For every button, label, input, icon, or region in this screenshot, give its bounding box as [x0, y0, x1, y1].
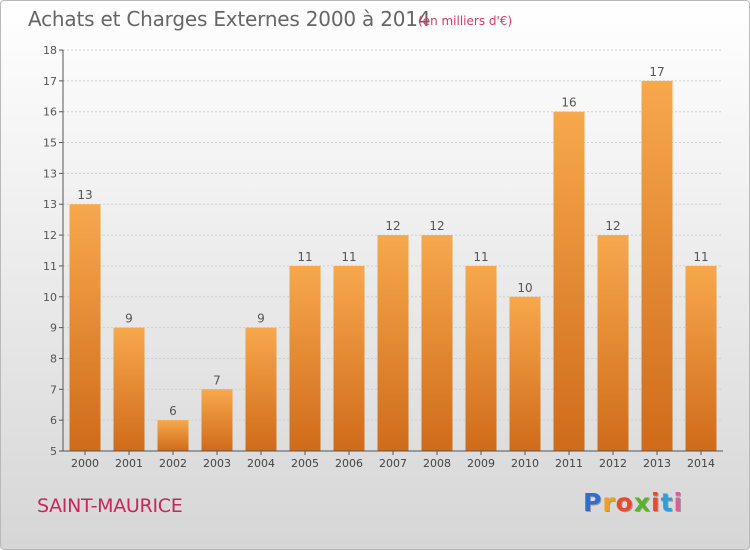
chart-title: Achats et Charges Externes 2000 à 2014 — [28, 7, 431, 31]
logo-letter: r — [602, 488, 616, 517]
value-label: 12 — [429, 219, 444, 233]
value-label: 17 — [649, 65, 664, 79]
value-label: 11 — [473, 250, 488, 264]
x-tick-label: 2005 — [291, 457, 319, 470]
x-tick-label: 2003 — [203, 457, 231, 470]
logo-letter: x — [633, 488, 651, 517]
y-tick-label: 17 — [43, 75, 57, 88]
bar-2000 — [69, 204, 101, 451]
bar-2001 — [113, 327, 145, 451]
y-tick-label: 18 — [43, 44, 57, 57]
logo-letter: P — [583, 488, 603, 517]
y-tick-label: 7 — [50, 383, 57, 396]
x-tick-label: 2004 — [247, 457, 275, 470]
value-label: 9 — [257, 312, 265, 326]
logo-letter: i — [673, 488, 684, 517]
x-tick-label: 2012 — [599, 457, 627, 470]
y-tick-label: 9 — [50, 322, 57, 335]
value-label: 16 — [561, 96, 576, 110]
value-label: 12 — [605, 219, 620, 233]
bar-2010 — [509, 296, 541, 451]
value-label: 6 — [169, 404, 177, 418]
x-tick-label: 2010 — [511, 457, 539, 470]
bar-2003 — [201, 389, 233, 451]
x-tick-label: 2011 — [555, 457, 583, 470]
x-tick-label: 2006 — [335, 457, 363, 470]
axes — [59, 49, 723, 455]
commune-name: SAINT-MAURICE — [37, 495, 183, 517]
y-tick-label: 13 — [43, 198, 57, 211]
bar-2012 — [597, 235, 629, 451]
y-tick-label: 12 — [43, 229, 57, 242]
bars — [69, 80, 717, 451]
x-tick-label: 2013 — [643, 457, 671, 470]
bar-2013 — [641, 80, 673, 451]
unit-note: (en milliers d'€) — [418, 14, 513, 28]
x-tick-label: 2008 — [423, 457, 451, 470]
value-label: 11 — [297, 250, 312, 264]
y-tick-label: 13 — [43, 167, 57, 180]
value-label: 11 — [693, 250, 708, 264]
x-tick-label: 2014 — [687, 457, 715, 470]
bar-2004 — [245, 327, 277, 451]
x-tick-label: 2002 — [159, 457, 187, 470]
x-tick-label: 2001 — [115, 457, 143, 470]
value-label: 9 — [125, 312, 133, 326]
value-label: 7 — [213, 373, 221, 387]
bar-2006 — [333, 265, 365, 451]
y-tick-label: 15 — [43, 137, 57, 150]
labels: 5 6 7 8 9 10 11 12 13 13 15 16 17 18 13 2000 9 2001 6 2002 7… — [43, 44, 715, 470]
value-label: 12 — [385, 219, 400, 233]
proxiti-logo: Proxiti — [583, 488, 683, 517]
bar-2007 — [377, 235, 409, 451]
y-tick-label: 6 — [50, 414, 57, 427]
x-tick-label: 2000 — [71, 457, 99, 470]
bar-2008 — [421, 235, 453, 451]
y-tick-label: 10 — [43, 291, 57, 304]
value-label: 11 — [341, 250, 356, 264]
y-tick-label: 11 — [43, 260, 57, 273]
y-tick-label: 16 — [43, 106, 57, 119]
bar-2002 — [157, 420, 189, 451]
logo-letter: t — [660, 488, 674, 517]
x-tick-label: 2009 — [467, 457, 495, 470]
y-tick-label: 5 — [50, 445, 57, 458]
value-label: 10 — [517, 281, 532, 295]
bar-2011 — [553, 111, 585, 451]
y-tick-label: 8 — [50, 352, 57, 365]
logo-letter: i — [651, 488, 661, 517]
logo-letter: o — [615, 488, 634, 517]
bar-2005 — [289, 265, 321, 451]
bar-2009 — [465, 265, 497, 451]
x-tick-label: 2007 — [379, 457, 407, 470]
bar-2014 — [685, 265, 717, 451]
value-label: 13 — [77, 188, 92, 202]
